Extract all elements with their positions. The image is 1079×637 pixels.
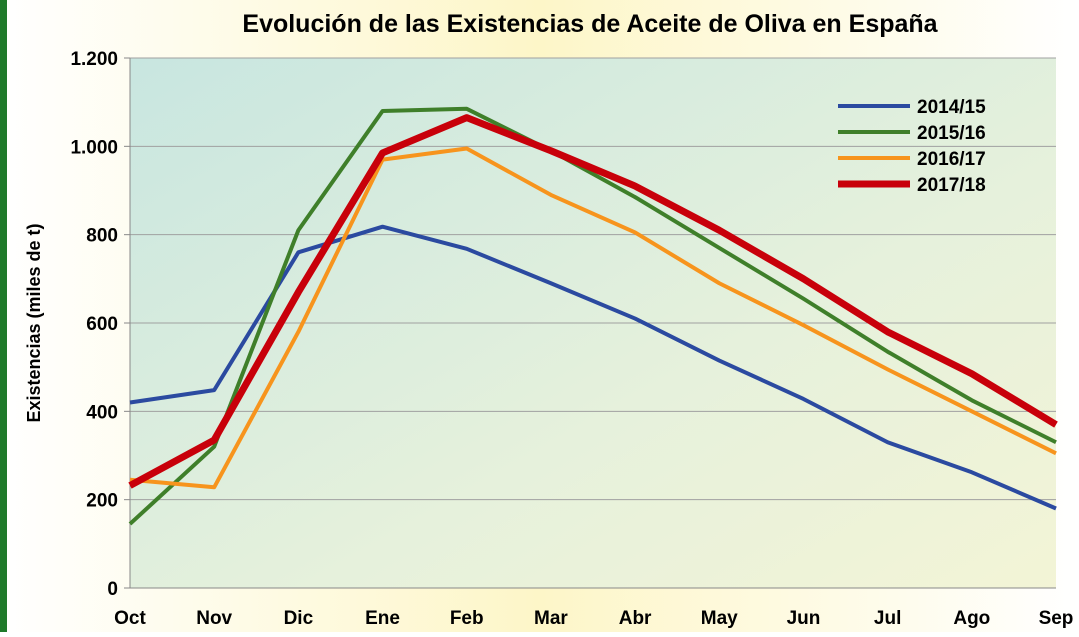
legend-label: 2016/17	[917, 149, 986, 170]
x-tick-label: Mar	[534, 608, 568, 629]
legend-label: 2015/16	[917, 123, 986, 144]
y-axis-label: Existencias (miles de t)	[24, 223, 44, 422]
x-tick-label: Feb	[450, 608, 484, 629]
y-tick-label: 800	[86, 226, 118, 247]
y-tick-label: 1.200	[70, 49, 118, 70]
y-tick-label: 400	[86, 402, 118, 423]
series-line	[128, 106, 1057, 526]
y-tick-label: 0	[107, 579, 118, 600]
y-tick-label: 600	[86, 314, 118, 335]
x-tick-label: Ene	[365, 608, 400, 629]
legend-label: 2017/18	[917, 175, 986, 196]
x-tick-label: Sep	[1039, 608, 1074, 629]
series-line	[129, 146, 1057, 490]
x-tick-label: May	[701, 608, 738, 629]
chart-title: Evolución de las Existencias de Aceite d…	[242, 10, 938, 38]
x-tick-label: Oct	[114, 608, 146, 629]
legend-label: 2014/15	[917, 97, 986, 118]
series-line	[129, 224, 1057, 511]
x-tick-label: Abr	[619, 608, 652, 629]
x-tick-label: Nov	[196, 608, 232, 629]
x-tick-label: Ago	[953, 608, 990, 629]
x-tick-label: Jun	[787, 608, 821, 629]
x-tick-label: Jul	[874, 608, 901, 629]
y-tick-label: 200	[86, 491, 118, 512]
series-line	[128, 114, 1058, 489]
left-border	[0, 0, 7, 632]
x-tick-label: Dic	[284, 608, 314, 629]
y-tick-label: 1.000	[70, 137, 118, 158]
